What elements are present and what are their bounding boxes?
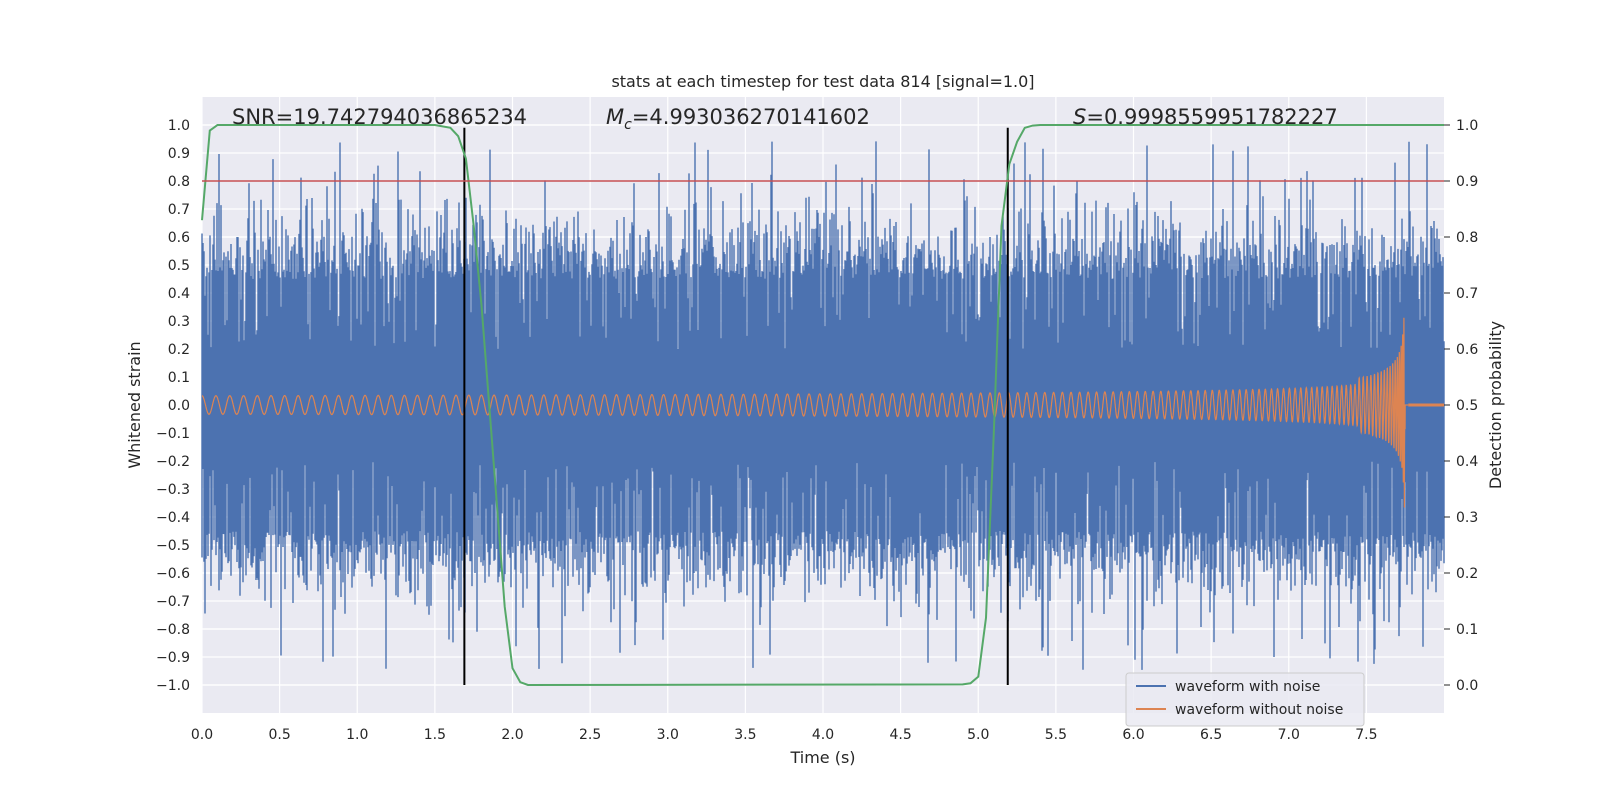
x-tick-label: 2.0 — [501, 727, 523, 743]
y-tick-label: 0.2 — [168, 342, 190, 358]
series-waveform-without-noise — [201, 317, 1444, 508]
y-tick-label: 0.4 — [168, 286, 190, 302]
x-axis-label: Time (s) — [789, 748, 855, 767]
y-tick-label: 0.6 — [168, 230, 190, 246]
y-tick-label: −0.2 — [156, 454, 190, 470]
s-symbol: S — [1073, 105, 1086, 129]
y-tick-label: 1.0 — [168, 118, 190, 134]
x-tick-label: 5.0 — [967, 727, 989, 743]
y-axis-label: Whitened strain — [125, 341, 144, 468]
y-tick-label: −0.4 — [156, 510, 190, 526]
x-tick-label: 0.5 — [268, 727, 290, 743]
legend-label-clean: waveform without noise — [1175, 702, 1343, 718]
y-tick-label: 0.7 — [168, 202, 190, 218]
y-tick-label: 0.9 — [168, 146, 190, 162]
y-tick-label: 0.5 — [168, 258, 190, 274]
x-tick-label: 1.0 — [346, 727, 368, 743]
y-right-tick-label: 0.2 — [1456, 566, 1478, 582]
y-right-tick-label: 0.4 — [1456, 454, 1478, 470]
y-right-tick-label: 0.8 — [1456, 230, 1478, 246]
x-tick-label: 7.5 — [1355, 727, 1377, 743]
chirp-mass-value: =4.993036270141602 — [632, 105, 870, 129]
series-detection-probability — [201, 124, 1444, 687]
chirp-trace — [201, 317, 1409, 508]
s-annotation: S=0.9998559951782227 — [1073, 105, 1338, 129]
y-right-tick-label: 0.9 — [1456, 174, 1478, 190]
chirp-mass-symbol: M — [606, 105, 624, 129]
vertical-markers — [463, 127, 1009, 685]
y-right-tick-label: 0.0 — [1456, 678, 1478, 694]
chirp-mass-subscript: c — [624, 117, 632, 133]
y-right-tick-label: 0.7 — [1456, 286, 1478, 302]
y-right-axis-label: Detection probability — [1486, 321, 1505, 489]
chart-title: stats at each timestep for test data 814… — [611, 72, 1034, 91]
x-tick-label: 6.5 — [1200, 727, 1222, 743]
y-right-tick-label: 0.6 — [1456, 342, 1478, 358]
y-tick-label: −0.8 — [156, 622, 190, 638]
y-tick-label: −1.0 — [156, 678, 190, 694]
y-tick-label: −0.7 — [156, 594, 190, 610]
x-tick-label: 3.5 — [734, 727, 756, 743]
y-tick-label: 0.1 — [168, 370, 190, 386]
legend-box — [1125, 672, 1365, 727]
s-value: =0.9998559951782227 — [1086, 105, 1337, 129]
y-right-tick-label: 1.0 — [1456, 118, 1478, 134]
y-tick-label: −0.3 — [156, 482, 190, 498]
x-tick-label: 4.5 — [889, 727, 911, 743]
y-tick-label: −0.1 — [156, 426, 190, 442]
x-tick-label: 4.0 — [812, 727, 834, 743]
chirp-mass-annotation: Mc=4.993036270141602 — [606, 105, 870, 133]
y-right-tick-label: 0.3 — [1456, 510, 1478, 526]
probability-trace — [201, 124, 1444, 687]
x-tick-label: 7.0 — [1278, 727, 1300, 743]
y-right-axis-ticks: 1.0 0.9 0.8 0.7 0.6 0.5 0.4 0.3 0.2 0.1 0.0 — [1444, 118, 1478, 694]
y-right-tick-label: 0.5 — [1456, 398, 1478, 414]
x-tick-label: 0.0 — [191, 727, 213, 743]
legend: waveform with noise waveform without noi… — [1125, 672, 1365, 727]
y-right-tick-label: 0.1 — [1456, 622, 1478, 638]
x-tick-label: 2.5 — [579, 727, 601, 743]
y-axis-ticks: 1.0 0.9 0.8 0.7 0.6 0.5 0.4 0.3 0.2 0.1 0.0 −0.1 −0.… — [156, 118, 190, 694]
x-axis-ticks: 0.0 0.5 1.0 1.5 2.0 2.5 3.0 3.5 4.0 4.5 5.0 5.5 6.0 6… — [191, 727, 1378, 743]
y-tick-label: −0.5 — [156, 538, 190, 554]
y-tick-label: 0.0 — [168, 398, 190, 414]
legend-label-noise: waveform with noise — [1175, 679, 1320, 695]
x-tick-label: 6.0 — [1122, 727, 1144, 743]
x-tick-label: 3.0 — [657, 727, 679, 743]
x-tick-label: 1.5 — [424, 727, 446, 743]
y-tick-label: −0.6 — [156, 566, 190, 582]
y-tick-label: 0.3 — [168, 314, 190, 330]
y-tick-label: −0.9 — [156, 650, 190, 666]
snr-annotation: SNR=19.742794036865234 — [232, 105, 527, 129]
x-tick-label: 5.5 — [1045, 727, 1067, 743]
y-tick-label: 0.8 — [168, 174, 190, 190]
